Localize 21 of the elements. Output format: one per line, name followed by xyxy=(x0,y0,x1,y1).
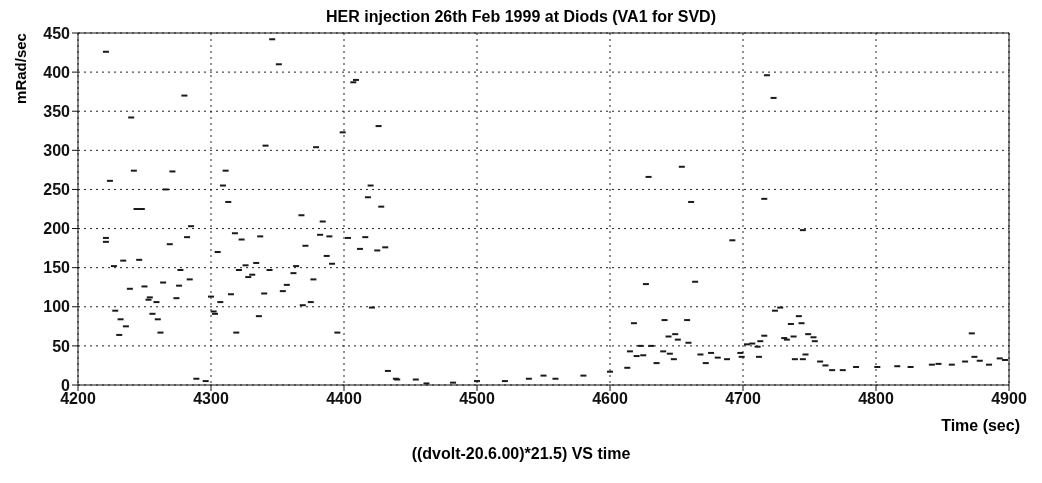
x-tick-label: 4900 xyxy=(991,390,1027,408)
text: ((dvolt-20.6.00)*21.5) VS time xyxy=(410,445,632,463)
x-tick-label: 4200 xyxy=(60,390,96,408)
y-tick-label: 250 xyxy=(43,181,71,199)
x-tick-label: 4600 xyxy=(592,390,628,408)
chart-title: HER injection 26th Feb 1999 at Diods (VA1 for SVD) xyxy=(325,8,717,26)
y-tick-label: 200 xyxy=(43,220,71,238)
y-tick-label: 150 xyxy=(43,259,71,277)
y-tick-label: 450 xyxy=(43,24,71,42)
y-tick-label: 100 xyxy=(43,298,71,316)
x-axis-title: Time (sec) xyxy=(941,417,1020,435)
x-tick-label: 4400 xyxy=(326,390,362,408)
x-tick-label: 4300 xyxy=(193,390,229,408)
y-tick-label: 350 xyxy=(43,102,71,120)
y-tick-label: 400 xyxy=(43,63,71,81)
y-tick-label: 50 xyxy=(52,337,71,355)
y-axis-title: mRad/sec xyxy=(11,32,29,104)
y-tick-label: 300 xyxy=(43,142,71,160)
x-tick-label: 4800 xyxy=(858,390,894,408)
x-tick-label: 4500 xyxy=(459,390,495,408)
x-tick-label: 4700 xyxy=(725,390,761,408)
